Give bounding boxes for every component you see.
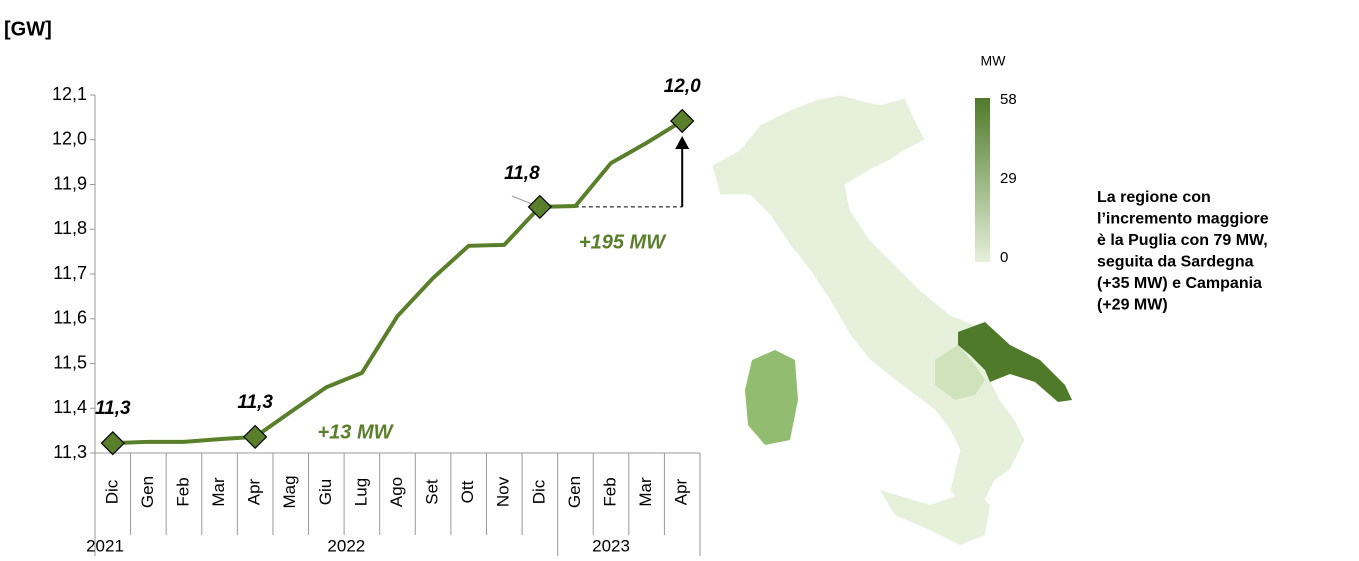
y-tick-label: 11,6 [53,308,87,328]
note-line: seguita da Sardegna [1097,254,1254,271]
year-label: 2022 [327,536,365,555]
italy-mainland [711,94,1071,511]
y-tick-label: 11,7 [53,263,87,283]
note: La regione con l’incremento maggiore è la … [1097,189,1269,314]
italy-map [711,94,1072,545]
x-tick-label: Feb [601,477,620,506]
x-tick-label: Nov [494,476,513,507]
map-legend-tick: 58 [1000,91,1017,108]
marker [100,430,125,456]
x-tick-label: Apr [672,478,691,505]
x-tick-label: Ott [458,480,477,503]
data-label: 11,8 [504,163,540,184]
note-line: (+35 MW) e Campania [1097,275,1262,292]
y-tick-label: 11,8 [53,218,87,238]
data-label: 11,3 [237,392,273,413]
x-tick-label: Gen [565,476,584,508]
line-series [112,119,684,446]
note-line: La regione con [1097,189,1211,206]
year-label: 2023 [592,536,630,555]
marker [242,424,268,450]
y-tick-label: 11,5 [53,352,87,372]
campania [935,345,985,400]
note-line: (+29 MW) [1097,297,1168,314]
marker [670,108,695,134]
x-tick-label: Lug [351,478,370,506]
sardegna [745,350,798,445]
x-tick-label: Gen [138,476,157,508]
year-label: 2021 [86,536,124,555]
x-tick-label: Set [423,479,442,505]
y-tick-label: 11,3 [53,442,87,462]
y-tick-label: 11,9 [53,173,87,193]
x-tick-label: Apr [245,478,264,505]
x-tick-label: Dic [102,479,121,504]
x-tick-label: Mar [209,477,228,507]
x-tick-label: Ago [387,477,406,507]
data-label: 11,3 [95,398,131,419]
x-tick-label: Dic [529,479,548,504]
y-tick-label: 12,0 [52,129,87,149]
data-label: 12,0 [664,76,701,97]
x-tick-label: Giu [316,479,335,505]
map-legend-bar [975,98,990,262]
map-legend-title: MW [981,53,1007,69]
map-legend-ticks: 58 29 0 [1000,91,1017,266]
annotation: +13 MW [317,421,394,443]
arrow-head [675,135,690,149]
y-unit-label: [GW] [4,18,52,40]
y-tick-label: 11,4 [53,397,87,417]
annotation: +195 MW [579,231,667,253]
x-tick-label: Mar [636,477,655,507]
y-tick-label: 12,1 [52,84,87,104]
map-legend-tick: 29 [1000,170,1017,187]
map-legend-tick: 0 [1000,249,1008,266]
x-tick-label: Mag [280,475,299,508]
x-tick-label: Feb [173,477,192,506]
note-line: è la Puglia con 79 MW, [1097,232,1268,249]
note-line: l’incremento maggiore [1097,211,1269,228]
puglia [958,322,1072,402]
marker [527,194,553,220]
label-leader [511,195,536,206]
sicilia [880,490,990,545]
